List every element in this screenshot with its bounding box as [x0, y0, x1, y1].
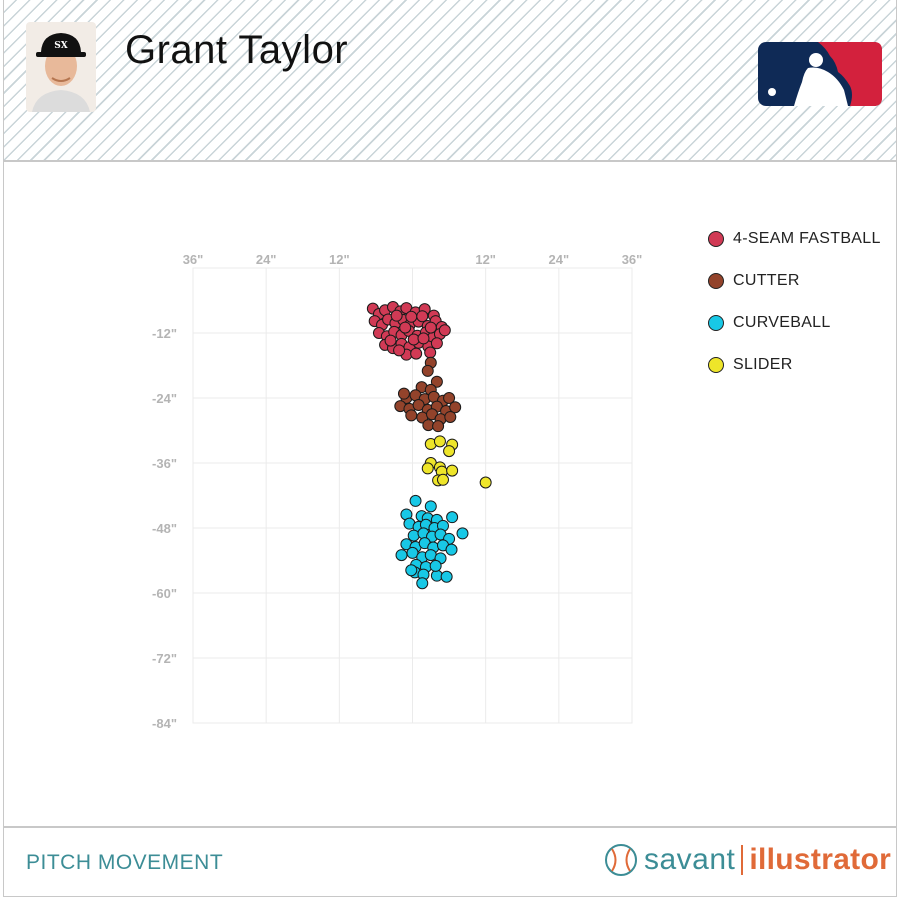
y-tick-label: -12" [152, 326, 177, 341]
savant-illustrator-brand[interactable]: savant illustrator [604, 840, 891, 880]
brand-savant-text: savant [644, 843, 736, 876]
pitch-point-slider [446, 464, 459, 477]
pitch-point-cutter [421, 364, 434, 377]
pitch-point-curveball [445, 543, 458, 556]
pitch-point-4-seam-fastball [424, 321, 437, 334]
pitch-point-4-seam-fastball [430, 337, 443, 350]
svg-text:SX: SX [54, 41, 67, 51]
pitch-point-curveball [424, 500, 437, 513]
pitch-point-4-seam-fastball [407, 333, 420, 346]
pitch-point-cutter [422, 419, 435, 432]
chart-legend: 4-SEAM FASTBALL CUTTER CURVEBALL SLIDER [708, 228, 881, 396]
mlb-logo-icon [758, 42, 882, 106]
x-tick-label: 24" [256, 252, 277, 267]
legend-swatch [708, 230, 724, 247]
pitch-point-cutter [430, 375, 443, 388]
pitch-point-slider [421, 462, 434, 475]
pitch-point-4-seam-fastball [416, 310, 429, 323]
pitch-point-4-seam-fastball [399, 321, 412, 334]
header-banner: SX Grant Taylor [4, 0, 896, 162]
pitch-point-cutter [432, 420, 445, 433]
legend-swatch [708, 272, 724, 289]
x-tick-label: 36" [622, 252, 643, 267]
y-tick-label: -48" [152, 521, 177, 536]
pitch-point-cutter [449, 401, 462, 414]
pitch-point-slider [443, 445, 456, 458]
pitch-point-slider [479, 476, 492, 489]
pitch-point-4-seam-fastball [390, 309, 403, 322]
pitch-point-4-seam-fastball [384, 334, 397, 347]
legend-label: 4-SEAM FASTBALL [733, 229, 881, 247]
pitch-point-4-seam-fastball [405, 310, 418, 323]
pitch-point-slider [433, 435, 446, 448]
legend-swatch [708, 314, 724, 331]
pitch-point-curveball [440, 570, 453, 583]
pitch-point-4-seam-fastball [417, 332, 430, 345]
pitch-point-4-seam-fastball [424, 346, 437, 359]
legend-swatch [708, 356, 724, 373]
pitch-point-slider [436, 473, 449, 486]
x-tick-label: 24" [549, 252, 570, 267]
brand-illustrator-text: illustrator [749, 843, 892, 876]
pitch-point-curveball [409, 494, 422, 507]
pitch-point-curveball [429, 559, 442, 572]
pitch-point-curveball [406, 546, 419, 559]
brand-divider [741, 845, 744, 875]
pitch-point-cutter [443, 392, 456, 404]
footer-divider [4, 826, 896, 828]
pitch-point-cutter [412, 399, 425, 412]
pitch-point-cutter [444, 410, 457, 423]
legend-label: CURVEBALL [733, 313, 831, 331]
legend-item-curveball: CURVEBALL [708, 312, 881, 333]
pitch-point-curveball [416, 577, 429, 590]
player-name: Grant Taylor [125, 28, 349, 72]
player-headshot-icon: SX [26, 22, 96, 112]
x-tick-label: 36" [183, 252, 204, 267]
pitch-point-4-seam-fastball [410, 347, 423, 360]
legend-item-cutter: CUTTER [708, 270, 881, 291]
y-tick-label: -24" [152, 391, 177, 406]
legend-label: CUTTER [733, 271, 800, 289]
legend-label: SLIDER [733, 355, 793, 373]
x-tick-label: 12" [329, 252, 350, 267]
baseball-icon [605, 844, 637, 876]
pitch-point-cutter [405, 409, 418, 422]
legend-item-4-seam-fastball: 4-SEAM FASTBALL [708, 228, 881, 249]
y-tick-label: -60" [152, 586, 177, 601]
pitch-point-curveball [446, 511, 459, 524]
y-tick-label: -72" [152, 651, 177, 666]
pitch-point-4-seam-fastball [438, 324, 451, 337]
pitch-point-curveball [395, 549, 408, 562]
legend-item-slider: SLIDER [708, 354, 881, 375]
pitch-point-curveball [456, 527, 469, 540]
y-tick-label: -36" [152, 456, 177, 471]
pitch-point-cutter [397, 387, 410, 400]
x-tick-label: 12" [475, 252, 496, 267]
pitch-point-curveball [430, 569, 443, 582]
pitch-point-curveball [405, 564, 418, 577]
pitch-point-4-seam-fastball [393, 344, 406, 357]
page-frame [3, 0, 897, 897]
footer-title: PITCH MOVEMENT [26, 851, 224, 874]
y-tick-label: -84" [152, 716, 177, 731]
